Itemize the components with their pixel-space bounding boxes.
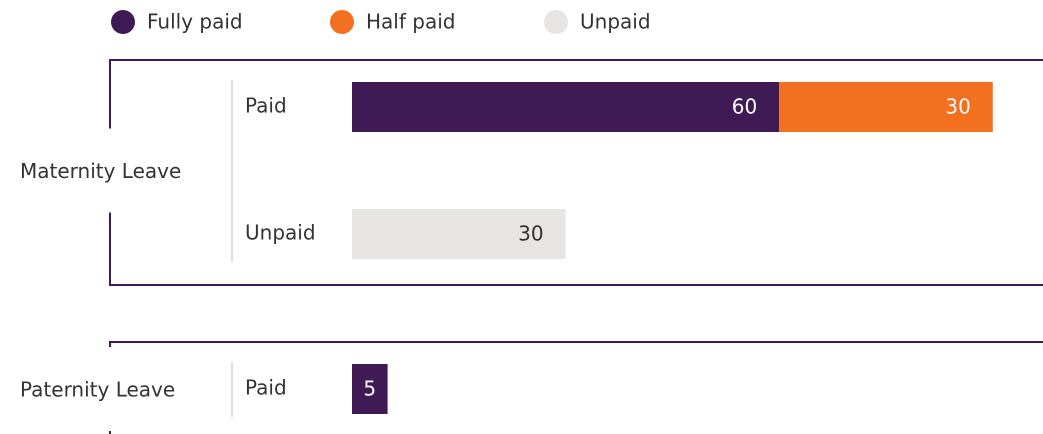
legend-label: Unpaid bbox=[580, 10, 651, 34]
legend-marker bbox=[544, 10, 568, 34]
category-label: Unpaid bbox=[245, 221, 316, 245]
legend-label: Half paid bbox=[366, 10, 455, 34]
value-label: 30 bbox=[518, 222, 543, 246]
value-label: 5 bbox=[363, 377, 376, 401]
bar-segment bbox=[352, 209, 566, 259]
group-label: Maternity Leave bbox=[20, 159, 181, 183]
category-label: Paid bbox=[245, 376, 287, 400]
category-label: Paid bbox=[245, 94, 287, 118]
bar-segment bbox=[779, 82, 993, 132]
legend-label: Fully paid bbox=[147, 10, 243, 34]
value-label: 30 bbox=[945, 95, 970, 119]
legend-marker bbox=[111, 10, 135, 34]
legend-marker bbox=[330, 10, 354, 34]
bar-segment bbox=[352, 82, 780, 132]
value-label: 60 bbox=[732, 95, 757, 119]
bar-segment bbox=[352, 364, 388, 414]
group-label: Paternity Leave bbox=[20, 378, 175, 402]
